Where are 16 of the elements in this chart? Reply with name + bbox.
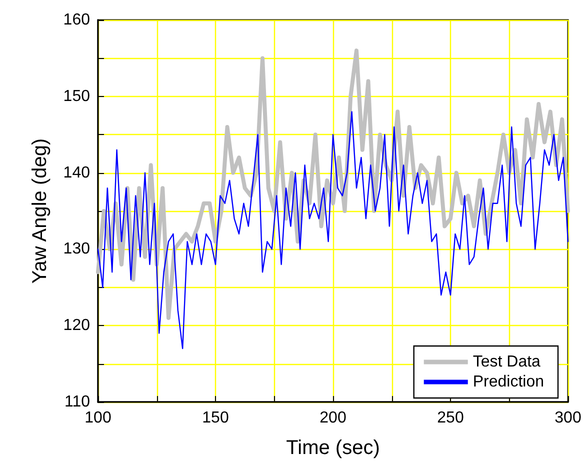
y-tick-label: 120 — [63, 317, 90, 334]
legend-label: Prediction — [472, 374, 544, 390]
y-axis-title: Yaw Angle (deg) — [29, 138, 51, 284]
x-tick-label: 150 — [202, 410, 229, 426]
x-axis-title: Time (sec) — [286, 437, 380, 459]
x-tick-label: 300 — [554, 410, 582, 426]
x-tick-label: 250 — [437, 410, 464, 426]
legend-label: Test Data — [472, 354, 541, 370]
x-tick-label: 100 — [84, 410, 112, 426]
y-tick-label: 140 — [63, 164, 90, 182]
y-tick-label: 110 — [64, 394, 90, 410]
y-tick-label: 130 — [63, 240, 90, 258]
y-tick-label: 160 — [63, 12, 90, 28]
line-series — [97, 111, 569, 350]
x-tick-label: 200 — [320, 410, 346, 426]
y-tick-label: 150 — [63, 88, 90, 105]
